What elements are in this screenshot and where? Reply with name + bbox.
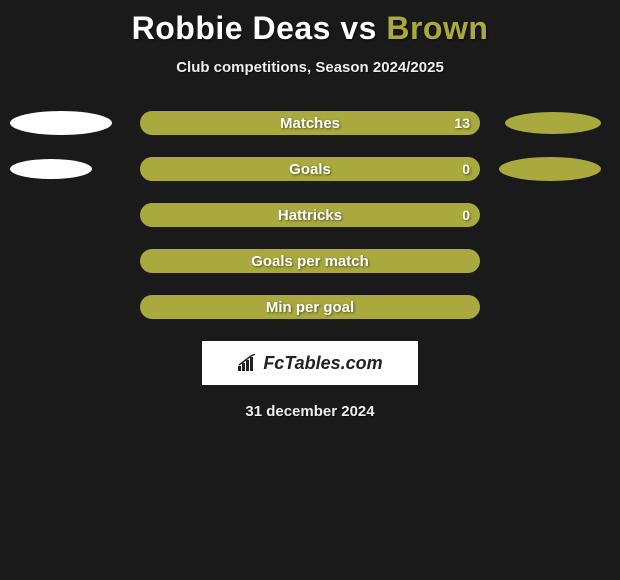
stat-row: Matches 13 <box>0 111 620 135</box>
stat-bar: Min per goal <box>140 295 480 319</box>
stat-row: Hattricks 0 <box>0 203 620 227</box>
player1-ellipse <box>10 159 92 179</box>
stat-row: Goals per match <box>0 249 620 273</box>
stat-label: Goals per match <box>251 253 369 270</box>
brand-box[interactable]: FcTables.com <box>202 341 418 385</box>
stat-value: 0 <box>462 161 470 177</box>
brand-chart-icon <box>237 354 259 372</box>
stat-bar: Goals per match <box>140 249 480 273</box>
stat-label: Goals <box>289 161 331 178</box>
brand-text: FcTables.com <box>263 353 382 374</box>
stat-bar: Matches 13 <box>140 111 480 135</box>
player1-ellipse <box>10 111 112 135</box>
stat-label: Matches <box>280 115 340 132</box>
player2-name: Brown <box>386 10 488 46</box>
stat-bar: Goals 0 <box>140 157 480 181</box>
player2-ellipse <box>499 157 601 181</box>
player1-name: Robbie Deas <box>132 10 331 46</box>
stat-value: 13 <box>454 115 470 131</box>
stat-label: Min per goal <box>266 299 354 316</box>
player2-ellipse <box>505 112 601 134</box>
stat-row: Goals 0 <box>0 157 620 181</box>
stat-bar: Hattricks 0 <box>140 203 480 227</box>
stat-row: Min per goal <box>0 295 620 319</box>
stat-rows: Matches 13 Goals 0 Hattricks 0 Goals per match… <box>0 111 620 319</box>
comparison-widget: Robbie Deas vs Brown Club competitions, … <box>0 0 620 420</box>
date-text: 31 december 2024 <box>0 403 620 420</box>
vs-text: vs <box>340 10 377 46</box>
subtitle: Club competitions, Season 2024/2025 <box>0 59 620 76</box>
page-title: Robbie Deas vs Brown <box>0 10 620 47</box>
stat-value: 0 <box>462 207 470 223</box>
stat-label: Hattricks <box>278 207 342 224</box>
